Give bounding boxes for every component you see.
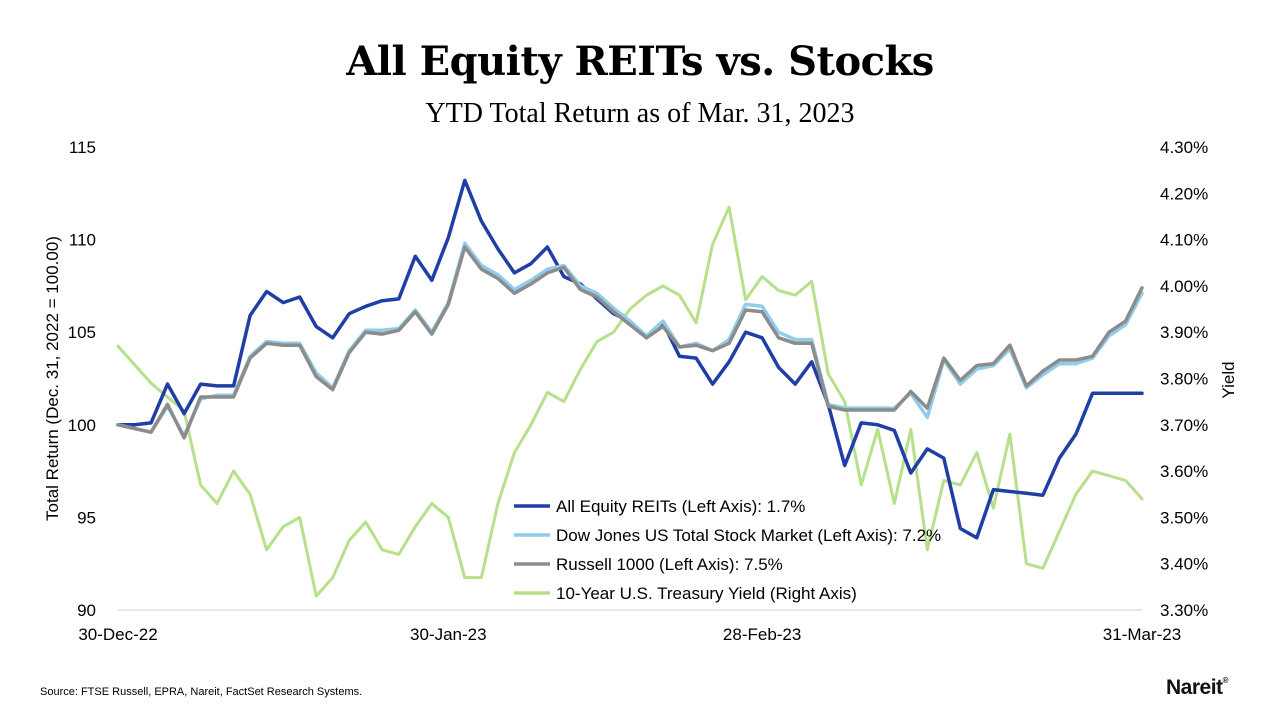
chart-axes: 90 95 100 105 110 115 3.30% 3.40% 3.50% 3.60% 3.70… [43,138,1238,644]
series-line-0 [116,178,1144,540]
y-tick-label-right: 4.00% [1160,277,1208,296]
x-tick-label: 28-Feb-23 [723,625,801,644]
chart-title: All Equity REITs vs. Stocks [346,38,934,85]
legend-label: Russell 1000 (Left Axis): 7.5% [556,555,783,574]
y-tick-label-right: 3.50% [1160,508,1208,527]
x-tick-label: 30-Jan-23 [410,625,487,644]
y-tick-label-left: 110 [69,231,96,250]
y-tick-label-right: 3.30% [1160,601,1208,620]
y-axis-title-right: Yield [1219,361,1238,398]
series-line-3 [116,205,1144,598]
y-tick-label-left: 90 [77,601,96,620]
logo-text: Nareit [1166,676,1223,699]
y-tick-label-right: 3.80% [1160,370,1208,389]
y-tick-label-left: 100 [68,416,96,435]
y-tick-label-right: 3.40% [1160,555,1208,574]
y-tick-label-right: 4.30% [1160,138,1208,157]
y-tick-label-left: 105 [68,323,96,342]
chart-subtitle: YTD Total Return as of Mar. 31, 2023 [425,98,855,129]
y-tick-label-right: 3.70% [1160,416,1208,435]
series-line-2 [116,245,1144,440]
y-tick-label-left: 115 [69,138,96,157]
legend-label: 10-Year U.S. Treasury Yield (Right Axis) [556,584,857,603]
series-line-1 [116,241,1144,438]
x-tick-label: 30-Dec-22 [78,625,157,644]
y-axis-title-left: Total Return (Dec. 31, 2022 = 100.00) [43,236,62,521]
y-tick-label-right: 4.20% [1160,184,1208,203]
y-tick-label-right: 4.10% [1160,231,1208,250]
y-tick-label-left: 95 [77,508,96,527]
legend-label: All Equity REITs (Left Axis): 1.7% [556,497,805,516]
x-tick-label: 31-Mar-23 [1103,625,1181,644]
y-tick-label-right: 3.60% [1160,462,1208,481]
nareit-logo: Nareit® [1166,676,1228,699]
y-tick-label-right: 3.90% [1160,323,1208,342]
source-note: Source: FTSE Russell, EPRA, Nareit, Fact… [40,686,363,698]
chart-series [116,178,1144,598]
legend-label: Dow Jones US Total Stock Market (Left Ax… [556,526,941,545]
chart-legend: All Equity REITs (Left Axis): 1.7% Dow Jo… [514,497,941,603]
